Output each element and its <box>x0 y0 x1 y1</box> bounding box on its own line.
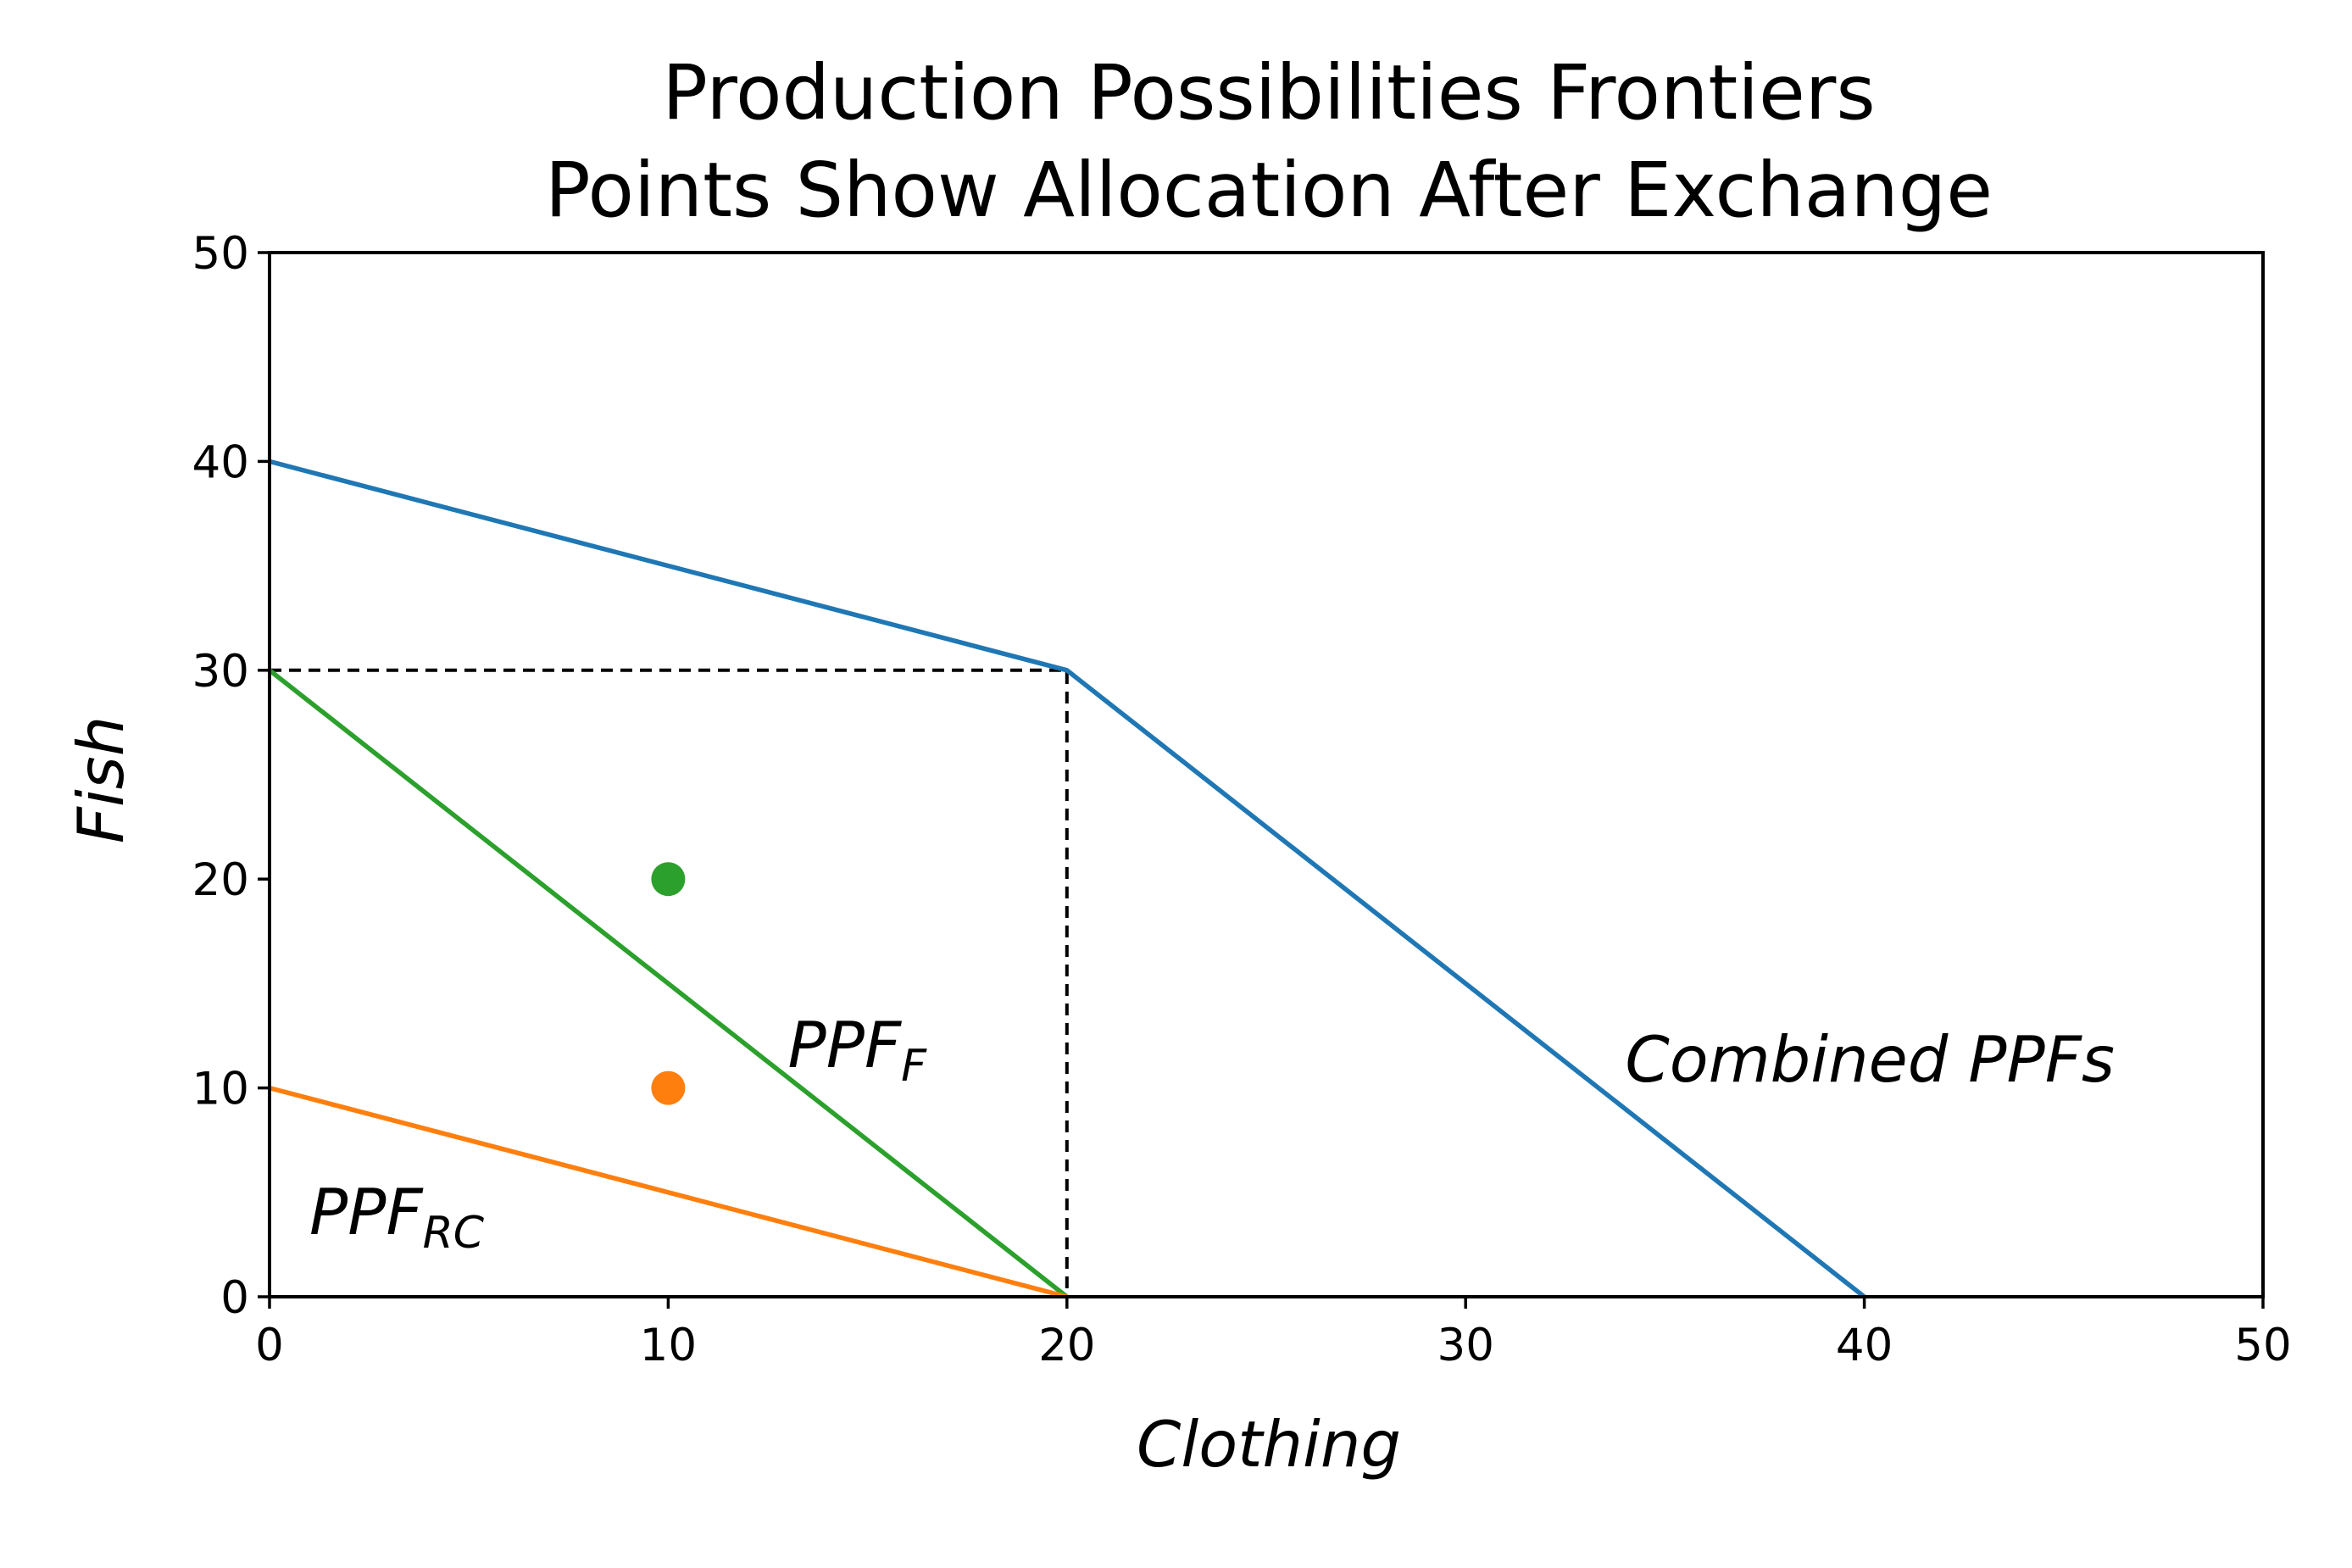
chart-title-line-2: Points Show Allocation After Exchange <box>545 146 1993 234</box>
y-axis-label: Fish <box>64 716 138 844</box>
y-tick-label: 50 <box>192 228 249 280</box>
annotation-subscript: F <box>901 1041 927 1092</box>
x-axis-label: Clothing <box>1137 1407 1401 1482</box>
annotation-ppf-rc-label: PPFRC <box>309 1175 485 1259</box>
annotation-combined-label: Combined PPFs <box>1625 1022 2115 1097</box>
chart-title-line-1: Production Possibilities Frontiers <box>662 48 1875 136</box>
series-line-combined <box>269 459 1866 1299</box>
series-line-guide <box>270 668 1069 1297</box>
series-line-ppf_rc <box>269 1085 1068 1299</box>
x-tick-label: 0 <box>255 1320 284 1371</box>
plot-area <box>268 459 1866 1299</box>
x-tick-label: 50 <box>2234 1320 2291 1371</box>
x-tick-label: 20 <box>1038 1320 1095 1371</box>
series-line-ppf_f <box>268 668 1069 1299</box>
x-tick-label: 40 <box>1836 1320 1893 1371</box>
annotation-base: PPF <box>788 1008 903 1082</box>
allocation-point-2 <box>651 1070 686 1105</box>
axes-frame <box>268 251 2265 1298</box>
y-tick-label: 10 <box>192 1064 249 1115</box>
x-tick-label: 10 <box>640 1320 697 1371</box>
y-tick-label: 40 <box>192 436 249 488</box>
y-tick-label: 0 <box>220 1272 249 1324</box>
axis-ticks: 0 10 20 30 40 50 0 10 20 30 40 50 <box>192 228 2292 1371</box>
annotation-base: PPF <box>309 1175 424 1249</box>
x-tick-label: 30 <box>1437 1320 1493 1371</box>
y-tick-label: 20 <box>192 854 249 906</box>
allocation-point-1 <box>651 862 686 897</box>
annotation-ppf-f-label: PPFF <box>788 1008 928 1092</box>
y-tick-label: 30 <box>192 646 249 698</box>
annotation-subscript: RC <box>423 1208 485 1259</box>
